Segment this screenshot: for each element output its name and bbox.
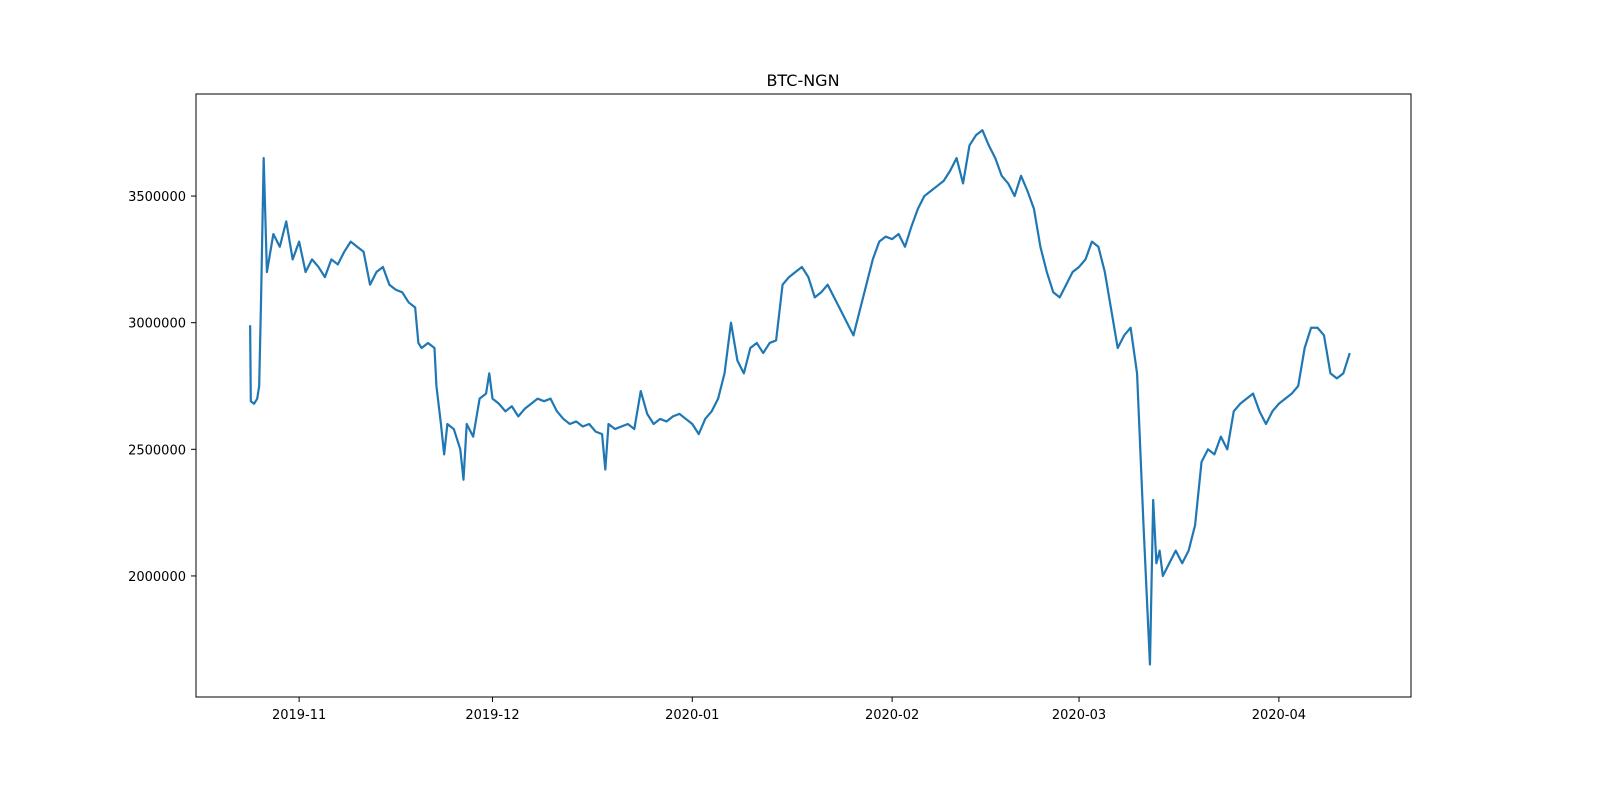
y-tick-label: 2500000	[128, 443, 186, 458]
x-tick-label: 2020-04	[1252, 708, 1306, 723]
chart-title: BTC-NGN	[766, 71, 839, 90]
y-tick-label: 3000000	[128, 317, 186, 332]
x-tick-label: 2020-03	[1052, 708, 1106, 723]
y-tick-label: 3500000	[128, 190, 186, 205]
x-tick-label: 2020-01	[665, 708, 719, 723]
plot-frame	[195, 93, 1412, 698]
line-series	[249, 129, 1351, 666]
x-tick-label: 2019-11	[272, 708, 326, 723]
x-tick-label: 2019-12	[465, 708, 519, 723]
y-tick-label: 2000000	[128, 570, 186, 585]
x-tick-label: 2020-02	[865, 708, 919, 723]
